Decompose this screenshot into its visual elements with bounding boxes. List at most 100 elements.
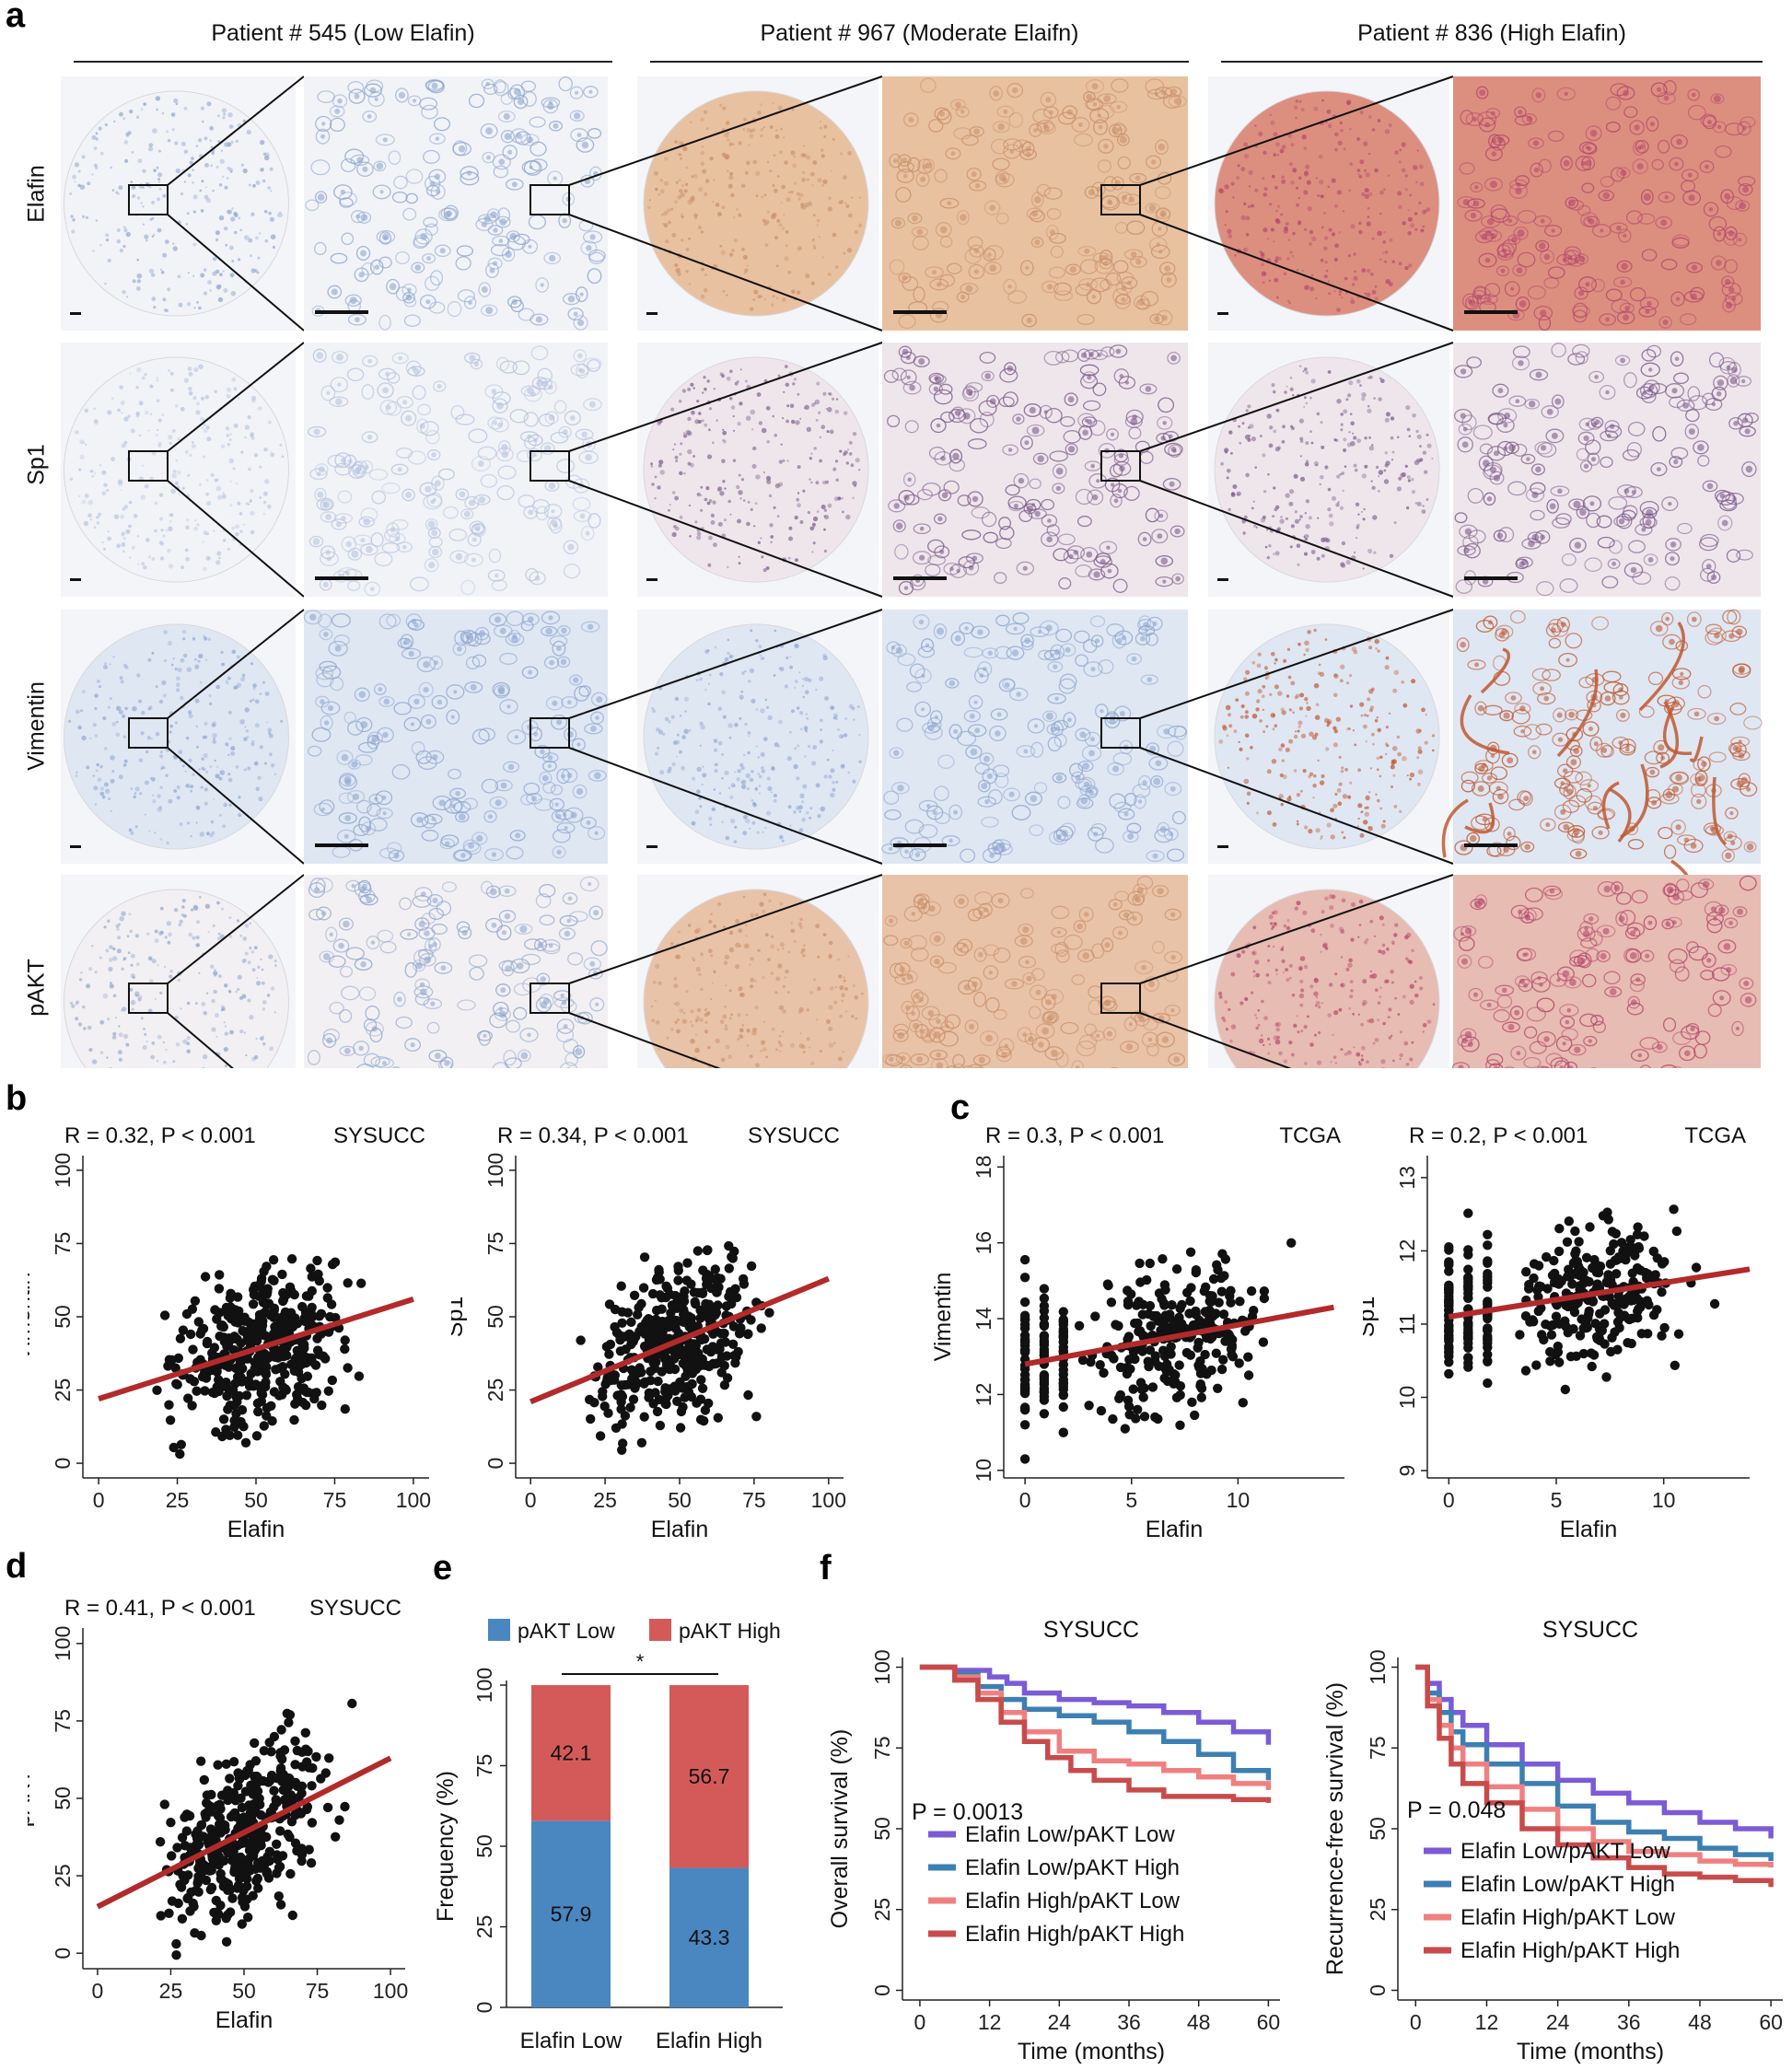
core-texture bbox=[218, 183, 223, 187]
cell-outline bbox=[1687, 104, 1706, 121]
core-texture bbox=[1364, 193, 1369, 199]
core-texture bbox=[749, 777, 754, 783]
cell-outline bbox=[509, 409, 529, 424]
cell-outline bbox=[494, 1007, 511, 1022]
cell-nucleus bbox=[1011, 981, 1018, 987]
core-texture bbox=[1320, 421, 1323, 424]
cell-nucleus bbox=[435, 480, 441, 487]
core-texture bbox=[1382, 240, 1387, 244]
cell-outline bbox=[1680, 313, 1697, 326]
cell-nucleus bbox=[1119, 374, 1124, 378]
core-texture bbox=[799, 1032, 802, 1035]
core-texture bbox=[682, 1012, 686, 1015]
cell-nucleus bbox=[1091, 83, 1099, 90]
core-texture bbox=[107, 410, 112, 415]
core-texture bbox=[776, 175, 780, 178]
cell-outline bbox=[476, 1030, 494, 1041]
core-texture bbox=[721, 205, 726, 210]
cell-nucleus bbox=[1551, 228, 1555, 233]
cell-outline bbox=[448, 529, 467, 541]
cell-nucleus bbox=[934, 959, 940, 965]
core-texture bbox=[822, 391, 827, 396]
core-texture bbox=[1334, 147, 1338, 152]
cell-outline bbox=[391, 1066, 401, 1068]
cell-nucleus bbox=[1157, 533, 1163, 540]
core-texture bbox=[843, 733, 848, 738]
core-texture bbox=[804, 404, 809, 410]
core-texture bbox=[239, 719, 245, 725]
core-texture bbox=[713, 542, 717, 548]
core-texture bbox=[797, 805, 803, 810]
core-texture bbox=[244, 951, 249, 956]
core-texture bbox=[1303, 285, 1309, 291]
core-texture bbox=[270, 986, 275, 991]
core-texture bbox=[1268, 279, 1271, 282]
core-texture bbox=[89, 470, 93, 473]
cell-outline bbox=[1062, 105, 1078, 120]
core-texture bbox=[746, 160, 751, 166]
core-texture bbox=[817, 178, 822, 183]
core-texture bbox=[760, 103, 762, 106]
cell-nucleus bbox=[425, 485, 432, 493]
cell-nucleus bbox=[1130, 251, 1137, 258]
core-texture bbox=[173, 789, 178, 793]
cell-outline bbox=[1637, 213, 1656, 225]
cell-nucleus bbox=[902, 348, 909, 355]
cell-outline bbox=[327, 454, 346, 468]
cell-nucleus bbox=[1600, 228, 1604, 233]
cell-nucleus bbox=[344, 778, 352, 786]
cell-outline bbox=[502, 761, 520, 773]
core-texture bbox=[263, 762, 267, 765]
cell-outline bbox=[926, 716, 942, 733]
core-texture bbox=[834, 409, 840, 414]
cell-outline bbox=[1171, 810, 1186, 825]
core-texture bbox=[180, 1007, 182, 1010]
cell-outline bbox=[491, 579, 507, 591]
cell-outline bbox=[898, 272, 912, 284]
cell-outline bbox=[403, 296, 417, 308]
core-texture bbox=[77, 1022, 83, 1027]
core-texture bbox=[745, 924, 748, 927]
core-texture bbox=[96, 521, 100, 525]
cell-outline bbox=[356, 161, 374, 178]
core-texture bbox=[110, 982, 112, 984]
core-texture bbox=[264, 152, 270, 157]
cell-outline bbox=[1658, 316, 1672, 329]
cell-outline bbox=[460, 579, 476, 596]
core-texture bbox=[683, 696, 690, 703]
cell-nucleus bbox=[438, 799, 446, 807]
cell-nucleus bbox=[498, 238, 504, 243]
core-texture bbox=[796, 497, 800, 502]
core-texture bbox=[757, 541, 761, 544]
cell-outline bbox=[332, 94, 348, 109]
cell-outline bbox=[892, 1029, 909, 1042]
cell-nucleus bbox=[1163, 728, 1170, 735]
core-texture bbox=[1303, 171, 1309, 177]
cell-outline bbox=[403, 314, 421, 327]
cell-outline bbox=[946, 1065, 957, 1068]
cell-outline bbox=[390, 463, 409, 476]
cell-nucleus bbox=[540, 749, 545, 755]
cell-nucleus bbox=[1564, 91, 1568, 97]
core-texture bbox=[118, 481, 123, 487]
cell-outline bbox=[965, 552, 983, 564]
cell-outline bbox=[1019, 436, 1033, 450]
core-texture bbox=[122, 959, 125, 961]
core-texture bbox=[165, 239, 169, 244]
core-texture bbox=[199, 831, 205, 837]
core-texture bbox=[712, 500, 716, 505]
core-texture bbox=[720, 250, 726, 255]
cell-outline bbox=[462, 839, 480, 853]
cell-nucleus bbox=[1055, 774, 1063, 782]
cell-outline bbox=[430, 270, 444, 286]
cell-outline bbox=[415, 750, 432, 764]
cell-nucleus bbox=[320, 911, 327, 916]
core-texture bbox=[212, 733, 217, 738]
core-texture bbox=[172, 242, 175, 245]
cell-outline bbox=[485, 885, 501, 899]
core-texture bbox=[216, 765, 219, 768]
core-texture bbox=[845, 204, 850, 208]
cell-nucleus bbox=[956, 568, 960, 574]
cell-outline bbox=[969, 126, 984, 137]
cell-outline bbox=[1094, 258, 1114, 274]
